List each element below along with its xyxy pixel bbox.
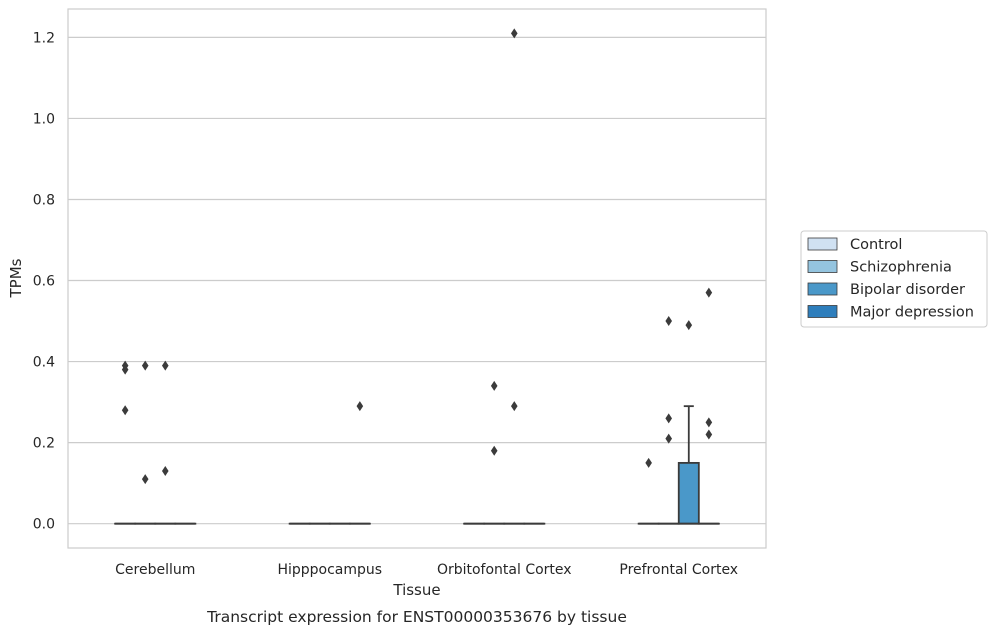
chart-caption: Transcript expression for ENST0000035367… <box>206 608 627 626</box>
y-tick-label: 0.0 <box>33 517 55 533</box>
plot-area <box>67 8 767 549</box>
x-tick-label: Orbitofontal Cortex <box>437 562 572 578</box>
outlier-point <box>356 401 364 412</box>
outlier-point <box>705 287 713 298</box>
x-axis-label: Tissue <box>392 581 440 599</box>
y-tick-label: 0.6 <box>33 274 55 290</box>
outlier-point <box>490 380 498 391</box>
y-tick-label: 1.2 <box>33 30 55 46</box>
y-tick-label: 0.2 <box>33 436 55 452</box>
outlier-point <box>510 401 518 412</box>
y-axis: 0.0 0.2 0.4 0.6 0.8 1.0 1.2 <box>33 30 55 532</box>
legend-swatch <box>807 237 838 251</box>
outlier-point <box>705 429 713 440</box>
outlier-point <box>705 417 713 428</box>
legend: Control Schizophrenia Bipolar disorder Majo… <box>800 230 988 328</box>
outlier-point <box>665 413 673 424</box>
outlier-point <box>121 405 129 416</box>
outlier-point <box>510 28 518 39</box>
y-tick-label: 1.0 <box>33 111 55 127</box>
x-tick-label: Hipppocampus <box>277 562 382 578</box>
x-tick-label: Prefrontal Cortex <box>619 562 738 578</box>
legend-swatch <box>807 282 838 296</box>
x-tick-label: Cerebellum <box>115 562 195 578</box>
y-tick-label: 0.8 <box>33 192 55 208</box>
legend-label: Control <box>850 237 902 253</box>
legend-swatch <box>807 305 838 318</box>
outlier-point <box>121 360 129 371</box>
grid-lines <box>68 36 766 525</box>
box-plots <box>114 28 720 525</box>
box <box>677 461 700 525</box>
y-tick-label: 0.4 <box>33 355 55 371</box>
legend-label: Bipolar disorder <box>850 282 965 298</box>
outlier-point <box>141 474 149 485</box>
outlier-point <box>490 445 498 456</box>
legend-label: Schizophrenia <box>850 260 952 276</box>
legend-label: Major depression <box>850 305 974 321</box>
outlier-point <box>685 320 693 331</box>
outlier-point <box>665 316 673 327</box>
outlier-point <box>665 433 673 444</box>
legend-swatch <box>807 260 838 273</box>
x-axis: Cerebellum Hipppocampus Orbitofontal Corte… <box>115 562 738 578</box>
outlier-point <box>161 466 169 476</box>
outlier-point <box>141 360 149 371</box>
outlier-point <box>645 457 652 468</box>
y-axis-label: TPMs <box>7 258 25 298</box>
outlier-point <box>161 360 169 371</box>
